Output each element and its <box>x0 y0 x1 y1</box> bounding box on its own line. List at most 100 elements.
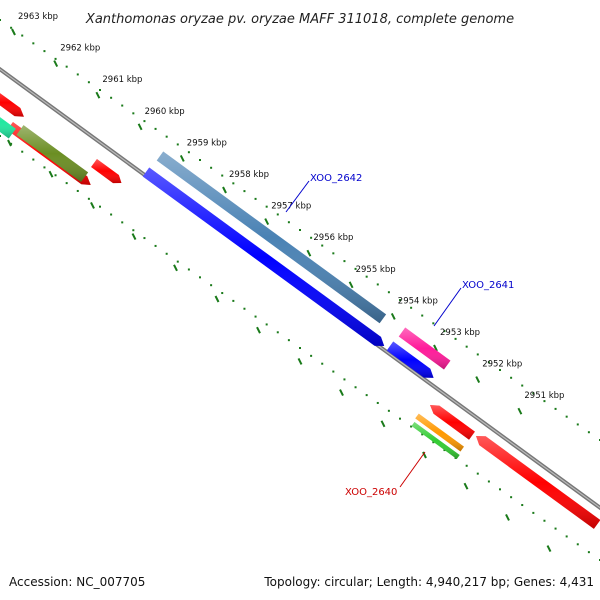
ruler-dot <box>176 143 179 146</box>
gene-olive <box>16 125 89 183</box>
ruler-dot <box>132 229 135 232</box>
ruler-dot <box>376 283 379 286</box>
ruler-tick-label: 2963 kbp <box>18 12 58 22</box>
ruler-major-tick <box>53 60 59 68</box>
gene-red-4 <box>430 405 475 440</box>
ruler-dot <box>487 361 490 364</box>
ruler-dot <box>10 26 13 29</box>
gene-label-xoo-2642[interactable]: XOO_2642 <box>310 173 362 184</box>
ruler-dot <box>276 213 279 216</box>
ruler-dot <box>154 127 157 130</box>
ruler-major-tick <box>214 295 220 303</box>
ruler-tick-labels: 2963 kbp 2962 kbp 2961 kbp 2960 kbp 2959 kbp… <box>18 12 564 401</box>
ruler-dot <box>321 362 324 365</box>
ruler-dot <box>376 401 379 404</box>
ruler-dot <box>243 307 246 310</box>
ruler-dot <box>87 81 90 84</box>
gene-red-3 <box>91 158 122 184</box>
ruler-dot <box>265 323 268 326</box>
ruler-outer-track <box>0 19 600 441</box>
ruler-dot <box>365 394 368 397</box>
ruler-dot <box>476 472 479 475</box>
ruler-dot <box>210 284 213 287</box>
ruler-dot <box>532 392 535 395</box>
ruler-dot <box>232 299 235 302</box>
gene-red-1 <box>0 93 24 117</box>
ruler-major-tick <box>131 233 137 241</box>
ruler-dot <box>187 151 190 154</box>
ruler-major-tick <box>11 28 16 36</box>
ruler-dot <box>499 369 501 371</box>
ruler-dot <box>554 407 557 410</box>
ruler-dot <box>154 244 157 247</box>
genome-summary-text: Topology: circular; Length: 4,940,217 bp… <box>263 575 594 589</box>
ruler-dot <box>365 275 368 278</box>
ruler-dot <box>454 337 457 340</box>
ruler-dot <box>521 384 524 387</box>
leader-xoo-2642 <box>285 180 310 213</box>
gene-label-xoo-2641[interactable]: XOO_2641 <box>462 280 514 291</box>
ruler-dot <box>343 378 346 381</box>
ruler-dot <box>199 276 201 279</box>
ruler-major-tick <box>546 545 552 553</box>
ruler-major-tick <box>264 218 270 226</box>
ruler-dot <box>410 306 413 309</box>
ruler-dot <box>443 449 446 452</box>
ruler-dot <box>187 268 190 271</box>
ruler-dot <box>499 488 501 491</box>
ruler-major-tick <box>517 407 523 415</box>
ruler-dot <box>21 150 24 153</box>
ruler-dot <box>210 166 213 169</box>
gene-red-5 <box>476 436 600 529</box>
ruler-dot <box>65 65 68 68</box>
ruler-dot <box>521 504 524 507</box>
ruler-dot <box>76 189 79 192</box>
ruler-tick-label: 2960 kbp <box>145 107 185 117</box>
ruler-dot <box>0 135 1 137</box>
ruler-dot <box>254 197 257 200</box>
ruler-dot <box>332 252 335 255</box>
ruler-dot <box>221 292 224 295</box>
ruler-dot <box>343 260 346 263</box>
ruler-tick-label: 2951 kbp <box>524 391 564 401</box>
ruler-dot <box>287 339 290 342</box>
ruler-major-tick <box>380 420 386 428</box>
ruler-dot <box>110 96 113 99</box>
ruler-dot <box>432 441 435 444</box>
ruler-dot <box>276 331 279 334</box>
ruler-dot <box>465 345 468 348</box>
ruler-dot <box>165 252 168 255</box>
ruler-tick-label: 2959 kbp <box>187 138 227 148</box>
ruler-major-tick <box>433 344 438 352</box>
ruler-major-tick <box>179 154 185 162</box>
ruler-dot <box>43 50 46 53</box>
ruler-dot <box>54 174 57 177</box>
ruler-dot <box>532 511 535 514</box>
ruler-dot <box>587 551 590 554</box>
ruler-tick-label: 2953 kbp <box>440 328 480 338</box>
ruler-dot <box>99 205 101 208</box>
ruler-dot <box>543 400 546 403</box>
ruler-dot <box>410 425 413 428</box>
ruler-dot <box>543 519 546 522</box>
ruler-dot <box>399 299 401 301</box>
ruler-dot <box>265 205 268 208</box>
gene-label-xoo-2640[interactable]: XOO_2640 <box>345 487 397 498</box>
ruler-major-tick <box>306 249 312 257</box>
ruler-dot <box>421 314 424 317</box>
gene-xoo-2642-steel <box>156 151 387 324</box>
ruler-tick-label: 2958 kbp <box>229 170 269 180</box>
ruler-dot <box>432 322 435 325</box>
ruler-dot <box>199 159 201 161</box>
ruler-dot <box>99 89 101 91</box>
ruler-dot <box>110 213 113 216</box>
ruler-major-tick <box>48 170 54 178</box>
ruler-dot <box>65 182 68 185</box>
gene-features <box>0 93 600 529</box>
ruler-tick-label: 2952 kbp <box>482 360 522 370</box>
ruler-tick-label: 2957 kbp <box>271 202 311 212</box>
ruler-major-tick <box>463 482 469 490</box>
ruler-major-tick <box>222 186 227 194</box>
leader-xoo-2641 <box>433 287 462 327</box>
ruler-dot <box>576 423 579 426</box>
